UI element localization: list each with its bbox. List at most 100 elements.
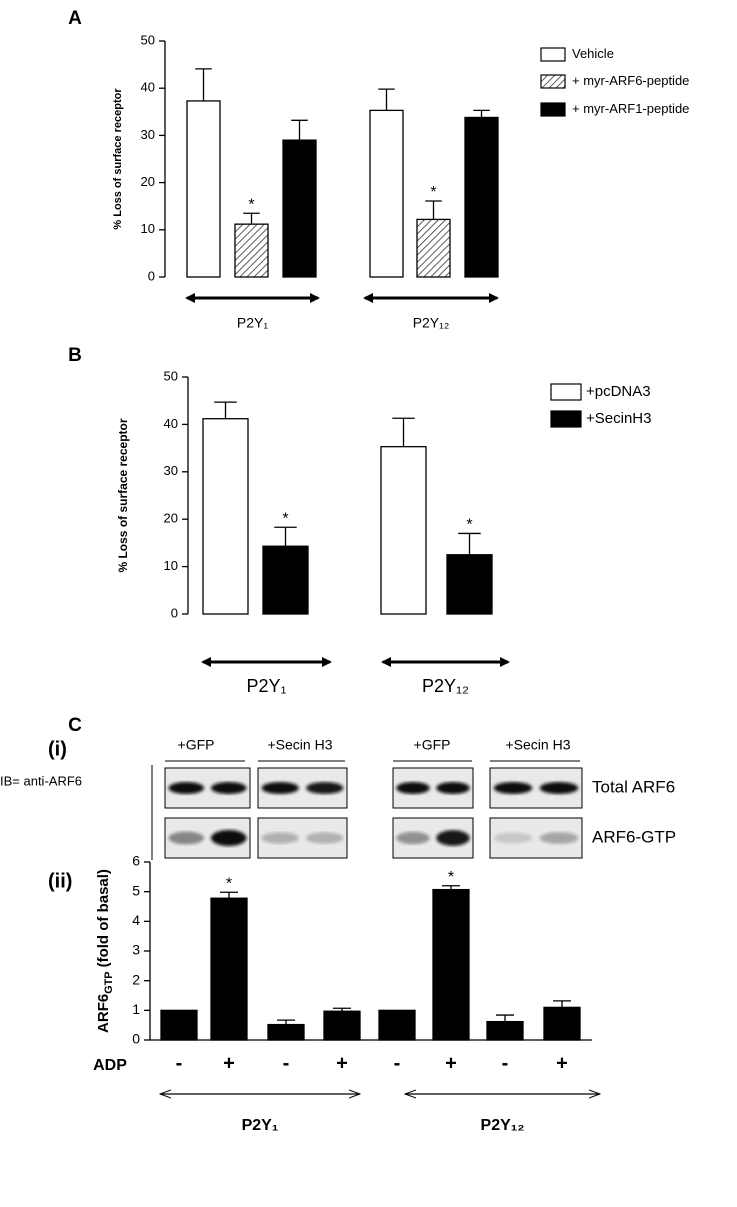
blot-row-label: Total ARF6: [592, 777, 675, 796]
x-tick-label: -: [283, 1052, 290, 1074]
y-tick-label: 20: [141, 174, 155, 189]
legend-swatch: [540, 102, 566, 117]
group-label: P2Y₁: [246, 676, 286, 696]
blot-band: [168, 831, 205, 845]
bar: [543, 1006, 581, 1041]
blot-band: [306, 832, 344, 844]
y-tick-label: 30: [141, 127, 155, 142]
blot-band: [539, 782, 579, 794]
bar: [486, 1020, 524, 1041]
group-label: P2Y₁₂: [481, 1117, 525, 1134]
y-axis-label-sub: GTP: [103, 972, 115, 994]
y-tick-label: 0: [132, 1031, 140, 1047]
significance-marker: *: [466, 517, 472, 534]
x-tick-label: +: [336, 1052, 348, 1074]
group-label: P2Y₁₂: [422, 676, 469, 696]
blot-band: [436, 782, 470, 794]
legend-swatch: [550, 410, 582, 428]
bar: [210, 897, 248, 1041]
lane-group-label: +Secin H3: [506, 737, 571, 753]
bar: [464, 116, 499, 278]
blot-band: [168, 782, 205, 794]
x-tick-label: +: [445, 1052, 457, 1074]
significance-marker: *: [282, 510, 288, 527]
x-tick-label: +: [556, 1052, 568, 1074]
y-tick-label: 10: [164, 558, 178, 573]
panel-label: B: [68, 345, 82, 366]
blot-band: [396, 782, 430, 794]
group-label: P2Y₁₂: [413, 315, 450, 331]
x-axis-label: ADP: [93, 1057, 127, 1074]
y-axis-label-main: ARF6: [95, 994, 112, 1033]
significance-marker: *: [248, 196, 254, 213]
blot-band: [396, 831, 430, 845]
blot-band: [261, 832, 299, 844]
y-tick-label: 50: [164, 368, 178, 383]
blot-band: [306, 782, 344, 794]
bar: [160, 1009, 198, 1041]
significance-marker: *: [226, 875, 232, 892]
blot-band: [436, 830, 470, 846]
bar: [202, 418, 249, 615]
blot-row-label: ARF6-GTP: [592, 827, 676, 846]
subpanel-label: (i): [48, 738, 67, 760]
legend-label: +SecinH3: [586, 410, 651, 427]
y-tick-label: 30: [164, 463, 178, 478]
y-tick-label: 10: [141, 221, 155, 236]
bar: [186, 100, 221, 278]
subpanel-label: (ii): [48, 870, 72, 892]
y-tick-label: 0: [171, 605, 178, 620]
x-tick-label: -: [394, 1052, 401, 1074]
panel-label: C: [68, 715, 82, 736]
legend-label: + myr-ARF6-peptide: [572, 73, 689, 88]
y-axis-label-rest: (fold of basal): [95, 869, 112, 972]
y-axis-label: % Loss of surface receptor: [116, 418, 130, 572]
bar: [323, 1010, 361, 1041]
group-label: P2Y₁: [237, 315, 268, 331]
blot-band: [493, 832, 533, 844]
bar: [282, 139, 317, 278]
y-tick-label: 2: [132, 971, 140, 987]
y-tick-label: 3: [132, 942, 140, 958]
y-tick-label: 0: [148, 268, 155, 283]
bar: [446, 554, 493, 615]
y-tick-label: 1: [132, 1001, 140, 1017]
legend-label: Vehicle: [572, 46, 614, 61]
y-axis-label: ARF6GTP (fold of basal): [95, 869, 115, 1033]
legend-label: +pcDNA3: [586, 383, 651, 400]
x-tick-label: -: [502, 1052, 509, 1074]
legend-swatch: [550, 383, 582, 401]
y-tick-label: 5: [132, 882, 140, 898]
legend-label: + myr-ARF1-peptide: [572, 101, 689, 116]
antibody-label: IB= anti-ARF6: [0, 773, 82, 788]
blot-band: [539, 832, 579, 844]
blot-band: [210, 782, 247, 794]
y-tick-label: 20: [164, 511, 178, 526]
x-tick-label: +: [223, 1052, 235, 1074]
y-tick-label: 40: [141, 80, 155, 95]
bar: [369, 109, 404, 278]
significance-marker: *: [448, 869, 454, 886]
bar: [234, 223, 269, 278]
panel-label: A: [68, 8, 82, 29]
y-tick-label: 50: [141, 32, 155, 47]
blot-band: [261, 782, 299, 794]
group-label: P2Y₁: [242, 1117, 279, 1134]
y-axis-label: % Loss of surface receptor: [112, 88, 124, 230]
bar: [262, 545, 309, 615]
bar: [380, 446, 427, 615]
lane-group-label: +Secin H3: [268, 737, 333, 753]
x-tick-label: -: [176, 1052, 183, 1074]
y-tick-label: 6: [132, 853, 140, 869]
bar: [416, 218, 451, 278]
bar: [378, 1009, 416, 1041]
bar: [267, 1023, 305, 1041]
significance-marker: *: [430, 184, 436, 201]
blot-band: [493, 782, 533, 794]
lane-group-label: +GFP: [414, 737, 451, 753]
bar: [432, 888, 470, 1041]
legend-swatch: [540, 47, 566, 62]
y-tick-label: 4: [132, 912, 140, 928]
